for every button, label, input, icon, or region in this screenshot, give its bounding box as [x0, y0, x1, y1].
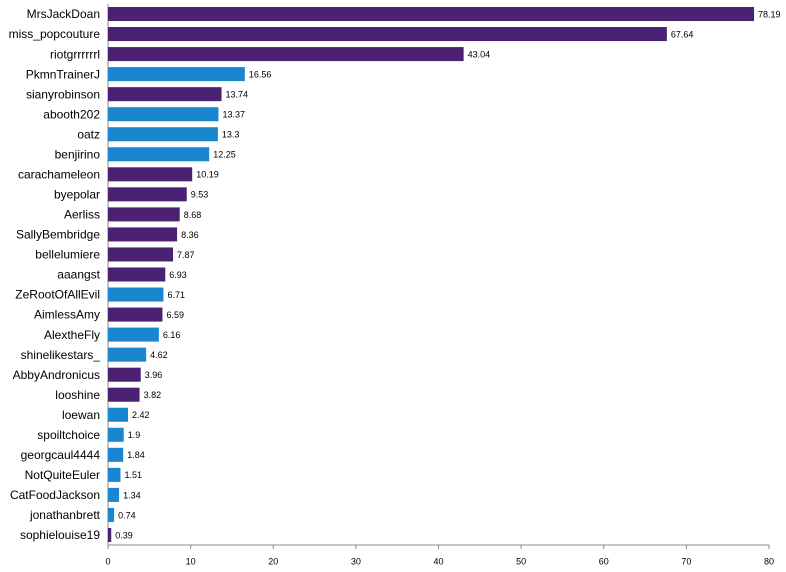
bar — [108, 407, 128, 422]
bar — [108, 67, 245, 82]
bar — [108, 327, 159, 342]
value-label: 6.59 — [166, 310, 184, 320]
bar — [108, 27, 667, 42]
y-tick-label: PkmnTrainerJ — [26, 67, 100, 81]
value-label: 43.04 — [468, 49, 491, 59]
value-label: 1.9 — [128, 430, 141, 440]
bar — [108, 487, 120, 502]
x-tick-label: 30 — [351, 556, 361, 566]
y-tick-label: AlextheFly — [44, 328, 100, 342]
x-tick-label: 40 — [433, 556, 443, 566]
bar — [108, 107, 219, 122]
value-label: 13.74 — [226, 90, 249, 100]
value-label: 9.53 — [191, 190, 209, 200]
bar — [108, 247, 174, 262]
x-tick-label: 70 — [681, 556, 691, 566]
value-label: 2.42 — [132, 410, 150, 420]
y-tick-label: MrsJackDoan — [27, 7, 100, 21]
y-tick-label: loewan — [62, 408, 100, 422]
bar — [108, 127, 218, 142]
bar — [108, 447, 124, 462]
y-tick-label: looshine — [55, 388, 100, 402]
y-tick-label: sophielouise19 — [20, 528, 100, 542]
bar — [108, 287, 164, 302]
bar — [108, 307, 163, 322]
value-label: 0.74 — [118, 510, 136, 520]
value-label: 13.37 — [222, 110, 245, 120]
y-tick-label: SallyBembridge — [16, 228, 100, 242]
bar — [108, 167, 193, 182]
y-tick-label: byepolar — [54, 188, 100, 202]
value-label: 1.84 — [127, 450, 145, 460]
value-label: 1.34 — [123, 490, 141, 500]
value-label: 6.93 — [169, 270, 187, 280]
y-tick-label: AbbyAndronicus — [13, 368, 100, 382]
bar — [108, 387, 140, 402]
y-tick-label: benjirino — [55, 147, 101, 161]
value-label: 3.82 — [144, 390, 162, 400]
bar — [108, 187, 187, 202]
bar — [108, 527, 112, 542]
x-tick-label: 0 — [105, 556, 110, 566]
bar — [108, 207, 180, 222]
y-tick-label: sianyrobinson — [26, 87, 100, 101]
value-label: 4.62 — [150, 350, 168, 360]
y-tick-label: shinelikestars_ — [21, 348, 101, 362]
value-label: 16.56 — [249, 70, 272, 80]
y-tick-label: spoiltchoice — [37, 428, 100, 442]
y-tick-label: riotgrrrrrrl — [50, 47, 100, 61]
bar — [108, 87, 222, 102]
bar — [108, 227, 178, 242]
bar — [108, 367, 141, 382]
bar — [108, 467, 121, 482]
y-tick-label: Aerliss — [64, 208, 100, 222]
value-label: 12.25 — [213, 150, 236, 160]
x-tick-label: 50 — [516, 556, 526, 566]
bar — [108, 47, 464, 62]
bar — [108, 147, 210, 162]
x-tick-label: 20 — [268, 556, 278, 566]
value-label: 7.87 — [177, 250, 195, 260]
y-tick-label: ZeRootOfAllEvil — [15, 288, 100, 302]
bar — [108, 427, 124, 442]
value-label: 1.51 — [124, 470, 142, 480]
bar — [108, 267, 166, 282]
bar — [108, 347, 147, 362]
y-tick-label: miss_popcouture — [9, 27, 101, 41]
y-tick-label: georgcaul4444 — [21, 448, 101, 462]
bar — [108, 7, 755, 22]
value-label: 3.96 — [145, 370, 163, 380]
value-label: 13.3 — [222, 130, 240, 140]
y-tick-label: aaangst — [57, 268, 100, 282]
y-tick-label: bellelumiere — [35, 248, 100, 262]
value-label: 67.64 — [671, 29, 694, 39]
y-tick-label: AimlessAmy — [34, 308, 100, 322]
x-tick-label: 60 — [599, 556, 609, 566]
value-label: 6.16 — [163, 330, 181, 340]
bar — [108, 507, 115, 522]
value-label: 8.68 — [184, 210, 202, 220]
y-tick-label: abooth202 — [43, 107, 100, 121]
value-label: 78.19 — [758, 9, 781, 19]
value-label: 6.71 — [167, 290, 185, 300]
value-label: 10.19 — [196, 170, 219, 180]
y-tick-label: oatz — [77, 127, 100, 141]
y-tick-label: CatFoodJackson — [10, 488, 100, 502]
x-tick-label: 10 — [186, 556, 196, 566]
value-label: 0.39 — [115, 530, 133, 540]
x-tick-label: 80 — [764, 556, 774, 566]
y-tick-label: carachameleon — [18, 167, 100, 181]
value-label: 8.36 — [181, 230, 199, 240]
y-tick-label: NotQuiteEuler — [25, 468, 100, 482]
y-tick-label: jonathanbrett — [29, 508, 101, 522]
